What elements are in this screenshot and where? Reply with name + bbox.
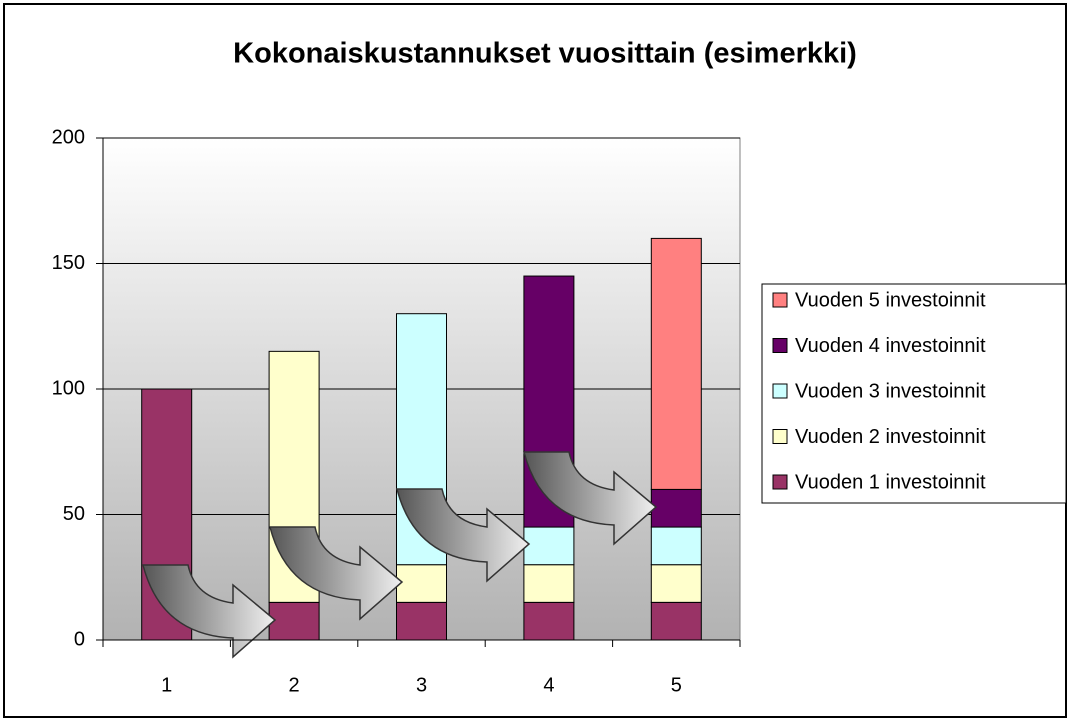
bar-segment	[268, 601, 320, 641]
legend-swatch	[772, 338, 788, 353]
legend-label: Vuoden 3 investoinnit	[795, 380, 986, 402]
x-tick-label: 1	[161, 674, 172, 696]
bar-segment	[650, 601, 702, 641]
bar-segment	[650, 237, 702, 490]
legend-label: Vuoden 5 investoinnit	[795, 289, 986, 311]
y-tick-label: 150	[52, 252, 85, 274]
y-tick-label: 200	[52, 126, 85, 148]
legend-swatch	[772, 429, 788, 444]
legend-swatch	[772, 383, 788, 399]
bar-segment	[650, 488, 702, 528]
arrow	[396, 488, 531, 583]
bar-segment	[396, 601, 447, 641]
arrows	[142, 451, 658, 659]
bar-segment	[523, 564, 575, 603]
x-tick-label: 4	[543, 674, 554, 696]
y-tick-label: 100	[52, 377, 85, 399]
legend-swatch	[772, 474, 788, 490]
legend-label: Vuoden 4 investoinnit	[795, 335, 986, 357]
legend-label: Vuoden 2 investoinnit	[795, 426, 986, 448]
legend-label: Vuoden 1 investoinnit	[795, 471, 986, 493]
arrow	[142, 564, 277, 659]
legend-swatch	[772, 292, 788, 308]
x-tick-label: 3	[416, 674, 427, 696]
bar-segment	[396, 564, 447, 603]
y-tick-label: 0	[74, 628, 85, 650]
x-tick-label: 5	[671, 674, 682, 696]
bar-segment	[523, 601, 575, 641]
arrow	[523, 451, 658, 546]
legend-box	[761, 283, 1067, 504]
arrow	[269, 526, 404, 621]
x-tick-label: 2	[289, 674, 300, 696]
chart-title: Kokonaiskustannukset vuosittain (esimerk…	[233, 38, 857, 70]
bar-segment	[650, 526, 702, 566]
y-tick-label: 50	[63, 503, 85, 525]
bar-segment	[523, 526, 575, 566]
bar-segment	[650, 564, 702, 603]
